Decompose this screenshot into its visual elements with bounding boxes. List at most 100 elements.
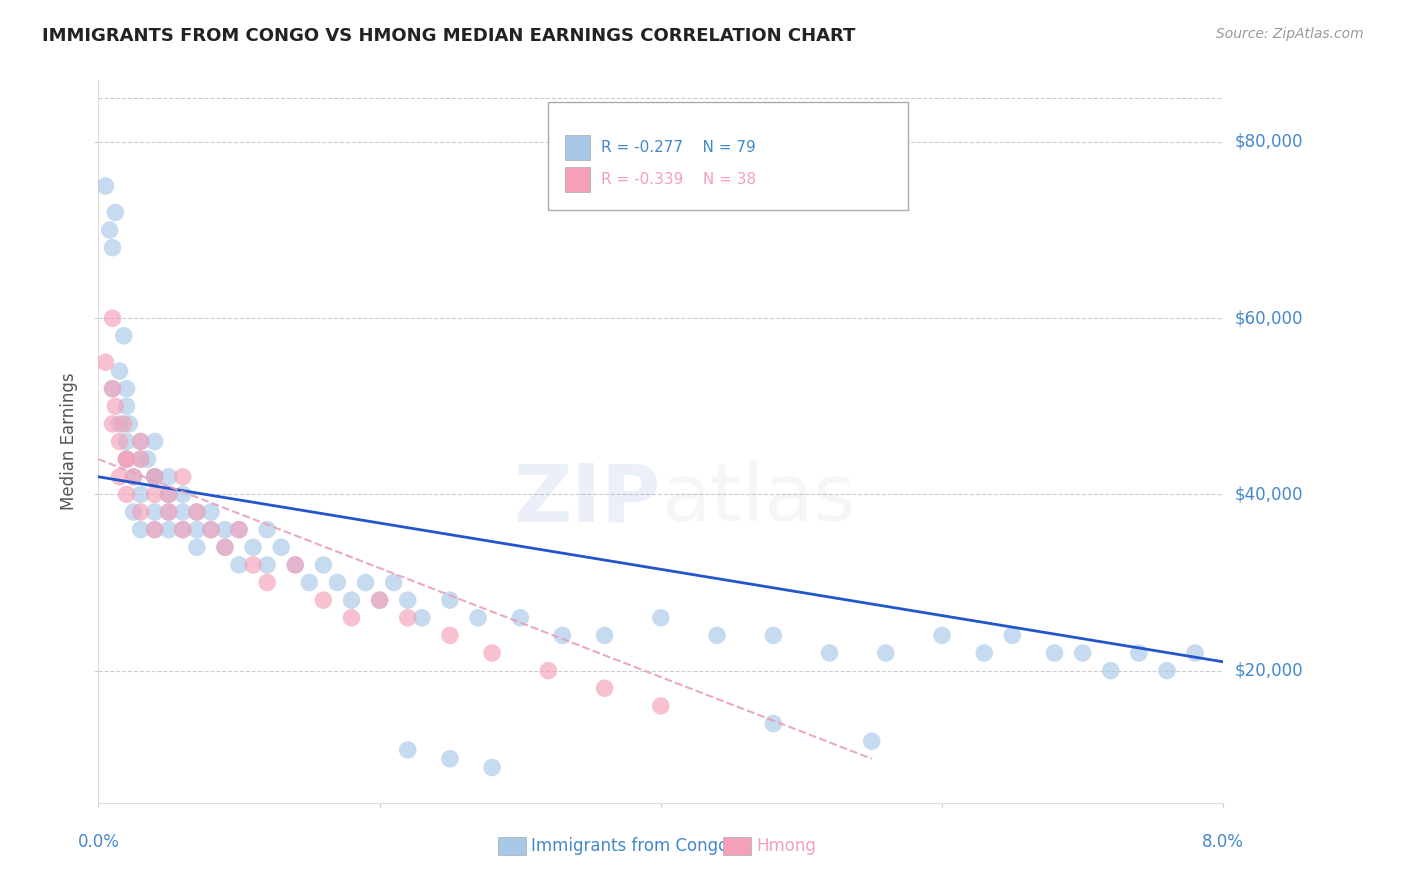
Point	[143, 523, 166, 537]
Point	[172, 523, 194, 537]
Point	[157, 487, 180, 501]
Text: $60,000: $60,000	[1234, 310, 1303, 327]
Point	[340, 611, 363, 625]
Point	[481, 646, 503, 660]
Text: $80,000: $80,000	[1234, 133, 1303, 151]
Point	[214, 541, 236, 555]
Text: atlas: atlas	[661, 460, 855, 539]
Point	[112, 417, 135, 431]
Point	[129, 523, 152, 537]
Point	[256, 523, 278, 537]
Point	[818, 646, 841, 660]
Point	[129, 452, 152, 467]
Point	[551, 628, 574, 642]
Point	[129, 434, 152, 449]
Point	[129, 487, 152, 501]
Point	[242, 541, 264, 555]
Point	[1001, 628, 1024, 642]
Point	[186, 541, 208, 555]
Point	[650, 611, 672, 625]
Text: 8.0%: 8.0%	[1202, 833, 1244, 851]
Point	[312, 593, 335, 607]
Point	[1099, 664, 1122, 678]
Point	[214, 541, 236, 555]
Bar	[498, 837, 526, 855]
Point	[186, 523, 208, 537]
Bar	[723, 837, 751, 855]
Point	[157, 470, 180, 484]
Point	[396, 611, 419, 625]
Point	[115, 487, 138, 501]
Text: R = -0.277    N = 79: R = -0.277 N = 79	[602, 140, 756, 154]
Point	[157, 505, 180, 519]
Point	[593, 628, 616, 642]
Point	[186, 505, 208, 519]
Point	[762, 628, 785, 642]
Point	[312, 558, 335, 572]
Point	[115, 382, 138, 396]
Point	[104, 399, 127, 413]
Text: 0.0%: 0.0%	[77, 833, 120, 851]
Point	[1043, 646, 1066, 660]
Point	[298, 575, 321, 590]
Point	[214, 523, 236, 537]
Point	[101, 382, 124, 396]
Point	[368, 593, 391, 607]
Point	[340, 593, 363, 607]
Point	[467, 611, 489, 625]
Point	[1184, 646, 1206, 660]
Point	[115, 434, 138, 449]
Point	[200, 505, 222, 519]
Point	[228, 523, 250, 537]
Point	[143, 523, 166, 537]
Point	[411, 611, 433, 625]
Point	[143, 470, 166, 484]
Point	[108, 417, 131, 431]
Point	[143, 470, 166, 484]
Point	[118, 417, 141, 431]
Point	[1156, 664, 1178, 678]
Point	[172, 487, 194, 501]
Point	[256, 558, 278, 572]
Point	[122, 470, 145, 484]
Point	[129, 434, 152, 449]
Point	[242, 558, 264, 572]
Point	[326, 575, 349, 590]
Point	[284, 558, 307, 572]
Point	[396, 743, 419, 757]
Point	[129, 505, 152, 519]
Point	[200, 523, 222, 537]
Point	[439, 593, 461, 607]
Text: R = -0.339    N = 38: R = -0.339 N = 38	[602, 172, 756, 187]
Point	[122, 505, 145, 519]
Point	[228, 558, 250, 572]
Point	[509, 611, 531, 625]
Point	[396, 593, 419, 607]
Point	[101, 241, 124, 255]
Text: $20,000: $20,000	[1234, 662, 1303, 680]
Point	[382, 575, 405, 590]
Point	[136, 452, 159, 467]
Point	[172, 523, 194, 537]
Point	[115, 452, 138, 467]
Text: $40,000: $40,000	[1234, 485, 1303, 503]
Point	[104, 205, 127, 219]
Point	[108, 434, 131, 449]
Point	[706, 628, 728, 642]
Point	[157, 523, 180, 537]
Text: Immigrants from Congo: Immigrants from Congo	[531, 838, 728, 855]
Point	[1128, 646, 1150, 660]
Point	[650, 698, 672, 713]
Point	[439, 628, 461, 642]
Point	[115, 399, 138, 413]
Point	[228, 523, 250, 537]
Point	[94, 355, 117, 369]
Point	[860, 734, 883, 748]
Point	[143, 487, 166, 501]
Point	[94, 179, 117, 194]
Point	[762, 716, 785, 731]
Text: ZIP: ZIP	[513, 460, 661, 539]
Point	[115, 452, 138, 467]
Point	[172, 470, 194, 484]
Point	[593, 681, 616, 696]
